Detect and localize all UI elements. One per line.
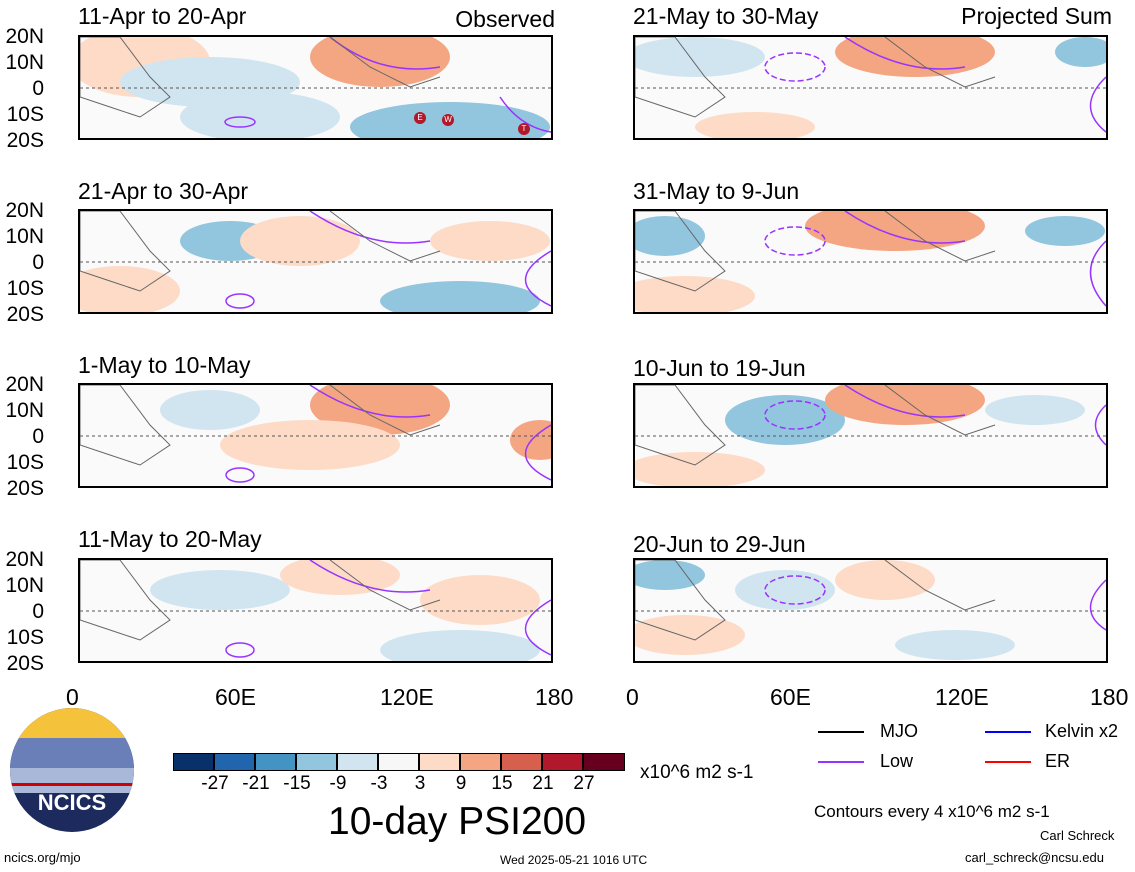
panel-title-right-1: 21-May to 30-May: [633, 3, 819, 29]
colorbar-label: 3: [414, 773, 426, 794]
lat-label: 10N: [5, 51, 44, 74]
panel-title-left-3: 1-May to 10-May: [78, 352, 251, 378]
legend-line-mjo: [818, 731, 864, 733]
lat-label: 20S: [6, 129, 44, 152]
ncics-logo: NCICS: [10, 708, 134, 832]
map-panel-left-2: [78, 209, 553, 314]
lat-label: 20N: [5, 548, 44, 571]
colorbar-label: 21: [532, 773, 554, 794]
colorbar-label: 15: [491, 773, 513, 794]
panel-title-left-4: 11-May to 20-May: [78, 526, 262, 552]
lat-label: 0: [32, 425, 44, 448]
lon-label: 0: [626, 684, 639, 710]
lat-label: 20S: [6, 303, 44, 326]
footer-email[interactable]: carl_schreck@ncsu.edu: [965, 850, 1104, 865]
map-panel-right-3: [633, 383, 1108, 488]
lat-label: 20S: [6, 477, 44, 500]
map-panel-left-3: [78, 383, 553, 488]
colorbar-swatch: [296, 753, 337, 771]
lon-label: 60E: [770, 684, 811, 710]
lat-label: 0: [32, 77, 44, 100]
lon-label: 180: [535, 684, 574, 710]
colorbar-units: x10^6 m2 s-1: [640, 762, 754, 783]
colorbar-swatch: [501, 753, 542, 771]
lat-label: 20N: [5, 25, 44, 48]
lat-label: 10N: [5, 574, 44, 597]
panel-title-right-2: 31-May to 9-Jun: [633, 178, 800, 204]
colorbar-swatch: [255, 753, 296, 771]
legend-line-low: [818, 761, 864, 763]
lon-label: 120E: [380, 684, 434, 710]
storm-marker-w: W: [442, 114, 454, 126]
lat-label: 20N: [5, 373, 44, 396]
lat-label: 10S: [6, 277, 44, 300]
plot-title: 10-day PSI200: [328, 800, 587, 843]
panel-title-right-3: 10-Jun to 19-Jun: [633, 355, 806, 381]
colorbar-label: 9: [455, 773, 467, 794]
colorbar-swatch: [378, 753, 419, 771]
map-panel-right-2: [633, 209, 1108, 314]
lat-label: 20S: [6, 652, 44, 675]
colorbar-swatch: [583, 753, 625, 771]
footer-url[interactable]: ncics.org/mjo: [4, 850, 81, 865]
colorbar-label: -9: [329, 773, 347, 794]
lat-label: 10S: [6, 626, 44, 649]
storm-marker-t: T: [518, 123, 530, 135]
lon-label: 120E: [935, 684, 989, 710]
legend-label-mjo: MJO: [880, 721, 918, 741]
legend-line-er: [985, 761, 1031, 763]
map-panel-right-4: [633, 558, 1108, 663]
contour-note: Contours every 4 x10^6 m2 s-1: [814, 802, 1050, 821]
colorbar-label: -15: [283, 773, 311, 794]
lat-label: 10S: [6, 103, 44, 126]
lon-label: 60E: [215, 684, 256, 710]
lat-label: 10S: [6, 451, 44, 474]
colorbar-swatch: [542, 753, 583, 771]
lat-label: 0: [32, 600, 44, 623]
panel-title-right-4: 20-Jun to 29-Jun: [633, 531, 806, 557]
legend-label-low: Low: [880, 751, 914, 771]
colorbar-label: -3: [370, 773, 388, 794]
lat-label: 0: [32, 251, 44, 274]
colorbar-swatch: [173, 753, 214, 771]
projected-sum-label: Projected Sum: [961, 3, 1112, 29]
panel-title-left-1: 11-Apr to 20-Apr: [78, 3, 247, 29]
footer-author: Carl Schreck: [1040, 828, 1115, 843]
colorbar-label: -27: [201, 773, 229, 794]
lon-label: 180: [1090, 684, 1129, 710]
storm-marker-e: E: [414, 112, 426, 124]
footer-timestamp: Wed 2025-05-21 1016 UTC: [500, 853, 648, 867]
colorbar-swatch: [214, 753, 255, 771]
colorbar-label: -21: [242, 773, 270, 794]
legend-label-er: ER: [1045, 751, 1071, 771]
lat-label: 10N: [5, 399, 44, 422]
legend-label-kelvin: Kelvin x2: [1045, 721, 1119, 741]
map-panel-right-1: [633, 35, 1108, 140]
legend-line-kelvin: [985, 731, 1031, 733]
map-panel-left-1: E W T: [78, 35, 553, 140]
map-panel-left-4: [78, 558, 553, 663]
lat-label: 10N: [5, 225, 44, 248]
colorbar-swatch: [419, 753, 460, 771]
lon-label: 0: [66, 684, 79, 710]
lat-label: 20N: [5, 199, 44, 222]
colorbar-label: 27: [573, 773, 595, 794]
panel-title-left-2: 21-Apr to 30-Apr: [78, 178, 249, 204]
logo-label: NCICS: [37, 790, 107, 815]
colorbar-swatch: [337, 753, 378, 771]
observed-label: Observed: [455, 6, 555, 32]
colorbar-swatch: [460, 753, 501, 771]
